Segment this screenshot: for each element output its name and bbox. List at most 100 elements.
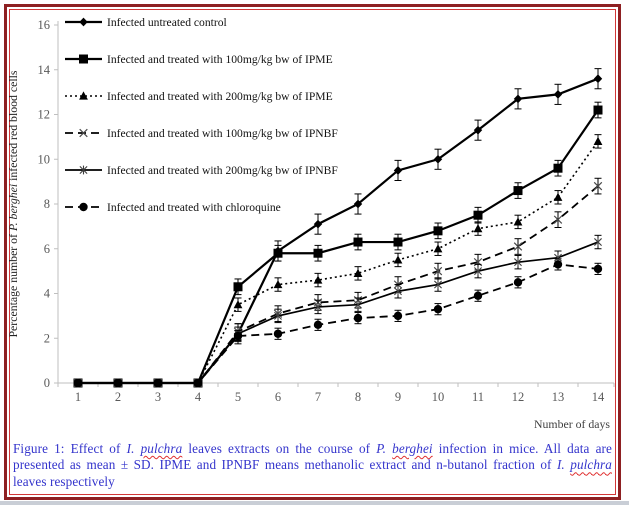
x-tick-label: 8 [355, 390, 361, 404]
y-tick-label: 6 [44, 242, 50, 256]
x-tick-label: 9 [395, 390, 401, 404]
y-axis-title: Percentage number of P. berghei infected… [6, 70, 20, 337]
data-point-marker [393, 237, 403, 247]
data-point-marker [593, 181, 603, 191]
caption-segment: leaves respectively [13, 473, 115, 489]
series-infected-untreated-control [73, 68, 603, 388]
legend-label: Infected and treated with 100mg/kg bw of… [107, 53, 333, 66]
data-point-marker [553, 163, 563, 173]
legend: Infected untreated control Infected and t… [65, 16, 338, 214]
data-point-marker [79, 202, 88, 212]
data-point-marker [394, 286, 402, 296]
data-point-marker [473, 210, 483, 220]
x-tick-label: 11 [472, 390, 484, 404]
caption-segment: I. [556, 457, 565, 473]
data-point-marker [473, 291, 483, 300]
data-point-marker [79, 165, 88, 175]
x-tick-label: 4 [195, 390, 202, 404]
y-tick-label: 10 [38, 152, 51, 166]
caption-segment: infection in mice. All data are presente… [13, 441, 612, 473]
data-point-marker [273, 329, 283, 338]
data-point-marker [73, 378, 83, 388]
legend-item: Infected and treated with 200mg/kg bw of… [65, 90, 333, 103]
data-point-marker [79, 17, 88, 27]
legend-label: Infected and treated with 200mg/kg bw of… [107, 164, 338, 177]
data-point-marker [593, 74, 603, 84]
data-point-marker [514, 257, 522, 267]
data-point-marker [553, 260, 563, 269]
page-edge-strip [0, 501, 629, 505]
data-point-marker [314, 302, 322, 312]
legend-label: Infected and treated with 100mg/kg bw of… [107, 127, 338, 140]
data-point-marker [313, 275, 323, 284]
caption-segment: Figure 1: Effect of [13, 441, 127, 456]
x-tick-label: 1 [75, 390, 81, 404]
data-point-marker [353, 199, 363, 209]
figure-inner-border [9, 9, 616, 495]
y-tick-label: 16 [38, 18, 51, 32]
misspelled-word: berghei [392, 441, 433, 456]
data-point-marker [473, 224, 483, 233]
legend-item: Infected and treated with 200mg/kg bw of… [65, 164, 338, 177]
data-point-marker [513, 217, 523, 226]
data-point-marker [513, 278, 523, 287]
data-point-marker [393, 311, 403, 321]
data-point-marker [433, 244, 443, 253]
y-tick-label: 12 [38, 108, 51, 122]
series-infected-and-treated-with-chloroquine [73, 258, 603, 388]
series-line [78, 263, 599, 384]
x-tick-label: 2 [115, 390, 121, 404]
series-infected-and-treated-with-100mg-kg-bw-of-ipme [73, 101, 603, 388]
y-tick-label: 14 [38, 63, 51, 77]
data-point-marker [433, 266, 443, 276]
data-point-marker [393, 166, 403, 175]
data-point-marker [153, 378, 163, 388]
data-point-marker [193, 378, 203, 388]
x-tick-label: 10 [432, 390, 445, 404]
data-point-marker [433, 304, 443, 314]
data-point-marker [593, 105, 603, 115]
series-infected-and-treated-with-200mg-kg-bw-of-ipnbf [74, 234, 602, 388]
caption-segment: I. [126, 441, 135, 456]
data-point-marker [433, 226, 443, 236]
data-point-marker [353, 268, 363, 277]
data-point-marker [79, 91, 88, 100]
data-point-marker [553, 215, 563, 224]
data-point-marker [473, 125, 483, 135]
data-point-marker [353, 237, 363, 247]
legend-label: Infected and treated with 200mg/kg bw of… [107, 90, 333, 103]
legend-item: Infected untreated control [65, 16, 227, 29]
y-tick-label: 0 [44, 376, 50, 390]
x-tick-label: 13 [552, 390, 565, 404]
y-tick-label: 2 [44, 331, 50, 345]
data-point-marker [79, 54, 88, 64]
x-tick-label: 6 [275, 390, 281, 404]
legend-label: Infected and treated with chloroquine [107, 201, 281, 214]
x-tick-label: 14 [592, 390, 605, 404]
data-point-marker [593, 264, 603, 274]
legend-item: Infected and treated with 100mg/kg bw of… [65, 53, 333, 66]
legend-item: Infected and treated with 100mg/kg bw of… [65, 127, 338, 140]
caption-segment: P. [376, 441, 387, 456]
x-axis-title: Number of days [534, 417, 610, 431]
data-point-marker [513, 94, 523, 104]
series-line [78, 109, 599, 385]
data-point-marker [553, 192, 563, 201]
x-tick-label: 7 [315, 390, 321, 404]
data-point-marker [353, 313, 363, 323]
data-point-marker [513, 242, 523, 251]
data-point-marker [233, 282, 243, 292]
series-line [78, 185, 599, 384]
data-point-marker [433, 154, 443, 164]
series-line [78, 241, 599, 384]
data-point-marker [313, 320, 323, 330]
data-point-marker [233, 300, 243, 309]
figure-outer-border [4, 4, 621, 500]
data-point-marker [273, 279, 283, 289]
data-point-marker [274, 311, 282, 321]
x-tick-label: 12 [512, 390, 525, 404]
misspelled-word: pulchra [570, 457, 612, 473]
x-tick-label: 3 [155, 390, 161, 404]
